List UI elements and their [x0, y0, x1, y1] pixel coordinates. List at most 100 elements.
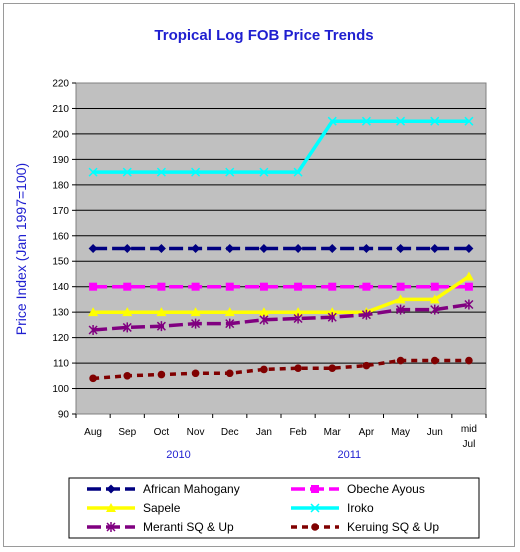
series-meranti-sq-up	[88, 299, 474, 335]
chart-frame: Tropical Log FOB Price Trends Price Inde…	[3, 3, 515, 547]
series-line-keruing-sq-up	[92, 358, 469, 381]
data-point-african-mahogany-dec	[225, 244, 235, 253]
legend-item-obeche-ayous: Obeche Ayous	[291, 482, 425, 496]
year-label-2011: 2011	[338, 449, 362, 461]
legend-marker	[106, 503, 116, 512]
data-point-keruing-sq-up-oct	[157, 370, 166, 379]
legend-item-african-mahogany: African Mahogany	[87, 482, 240, 496]
y-tick-label-210: 210	[52, 104, 69, 115]
data-point-iroko-mar	[327, 116, 337, 126]
data-point-keruing-sq-up-dec	[225, 369, 234, 378]
x-tick-label-may: May	[391, 427, 410, 438]
y-axis-label: Price Index (Jan 1997=100)	[13, 163, 29, 335]
legend-marker	[311, 485, 319, 493]
x-tick-label-aug: Aug	[84, 427, 102, 438]
series-line-meranti-sq-up	[92, 302, 470, 332]
data-point-sapele-aug	[88, 307, 99, 317]
data-point-obeche-ayous-dec	[225, 282, 234, 291]
data-point-sapele-feb	[293, 307, 304, 317]
data-point-meranti-sq-up-nov	[191, 318, 201, 329]
chart-title: Tropical Log FOB Price Trends	[154, 27, 373, 44]
data-point-iroko-mid-jul	[464, 116, 474, 126]
x-axis-ticks: Aug Sep Oct Nov Dec Jan Feb Mar Apr May Jun mid Jul	[75, 414, 487, 450]
data-point-iroko-nov	[191, 167, 201, 177]
data-point-iroko-oct	[156, 167, 166, 177]
data-point-keruing-sq-up-mar	[328, 364, 337, 372]
gridlines	[76, 107, 486, 390]
series-obeche-ayous	[89, 282, 473, 291]
data-point-sapele-jun	[429, 294, 440, 304]
legend-entries: African Mahogany Obeche Ayous Sapele Iroko M…	[87, 482, 439, 534]
data-point-african-mahogany-feb	[293, 244, 303, 253]
data-point-obeche-ayous-may	[396, 282, 405, 291]
data-point-sapele-jan	[258, 307, 269, 317]
data-point-iroko-sep	[122, 167, 132, 177]
y-axis-ticks: 90 100 110 120 130 140 150 160 170 180 190 200 210 22…	[52, 79, 76, 421]
data-point-iroko-aug	[88, 167, 98, 177]
legend-marker	[106, 484, 116, 494]
series-iroko	[88, 116, 474, 177]
y-tick-label-170: 170	[52, 206, 69, 217]
data-point-sapele-nov	[190, 307, 201, 317]
year-label-2010: 2010	[166, 449, 190, 461]
legend-label: Keruing SQ & Up	[347, 520, 439, 534]
data-point-obeche-ayous-mid-jul	[464, 282, 473, 291]
data-point-iroko-feb	[293, 167, 303, 177]
x-tick-label-sep: Sep	[118, 427, 136, 438]
y-tick-label-150: 150	[52, 257, 69, 268]
series-line-sapele	[93, 275, 470, 314]
y-tick-label-100: 100	[52, 384, 69, 395]
data-point-african-mahogany-apr	[361, 244, 371, 253]
data-point-obeche-ayous-sep	[123, 282, 132, 291]
data-point-iroko-jun	[430, 116, 440, 126]
legend-label: Meranti SQ & Up	[143, 520, 234, 534]
legend-item-keruing-sq-up: Keruing SQ & Up	[291, 520, 439, 534]
y-tick-label-90: 90	[58, 410, 70, 421]
data-point-iroko-apr	[361, 116, 371, 126]
y-tick-label-200: 200	[52, 129, 69, 140]
legend-marker	[310, 503, 320, 513]
y-tick-label-190: 190	[52, 155, 69, 166]
x-tick-label-feb: Feb	[289, 427, 307, 438]
legend-label: Sapele	[143, 501, 181, 515]
series-line-iroko	[93, 119, 469, 174]
data-point-obeche-ayous-jan	[259, 282, 268, 291]
data-point-keruing-sq-up-aug	[89, 374, 97, 383]
x-tick-label-oct: Oct	[154, 427, 170, 438]
data-point-keruing-sq-up-jun	[430, 356, 439, 365]
y-tick-label-130: 130	[52, 308, 69, 319]
data-point-obeche-ayous-feb	[294, 282, 303, 291]
x-tick-label-mar: Mar	[324, 427, 342, 438]
y-tick-label-180: 180	[52, 180, 69, 191]
x-tick-label-jan: Jan	[256, 427, 272, 438]
x-tick-label-mid-jul: mid Jul	[461, 424, 477, 450]
data-point-meranti-sq-up-feb	[293, 313, 303, 324]
data-point-meranti-sq-up-oct	[156, 321, 166, 332]
data-point-keruing-sq-up-sep	[123, 372, 132, 380]
legend-item-sapele: Sapele	[87, 501, 181, 515]
legend-label: Obeche Ayous	[347, 482, 425, 496]
series-keruing-sq-up	[89, 356, 473, 383]
data-point-meranti-sq-up-jan	[259, 314, 269, 325]
data-point-obeche-ayous-mar	[328, 282, 337, 291]
legend-item-iroko: Iroko	[291, 501, 374, 515]
data-point-obeche-ayous-nov	[191, 282, 200, 291]
data-point-meranti-sq-up-jun	[430, 304, 440, 315]
data-point-meranti-sq-up-dec	[225, 318, 235, 329]
data-point-obeche-ayous-aug	[89, 282, 98, 291]
data-point-iroko-may	[396, 116, 406, 126]
data-point-sapele-oct	[156, 307, 167, 317]
series-african-mahogany	[88, 244, 474, 253]
legend-marker	[311, 523, 319, 531]
legend-marker	[106, 522, 116, 532]
data-point-iroko-dec	[225, 167, 235, 177]
y-tick-label-220: 220	[52, 79, 69, 90]
legend-item-meranti-sq-up: Meranti SQ & Up	[87, 520, 234, 534]
data-point-keruing-sq-up-may	[396, 356, 405, 365]
legend-label: Iroko	[347, 501, 374, 515]
legend-label: African Mahogany	[143, 482, 240, 496]
data-point-keruing-sq-up-apr	[362, 361, 371, 370]
y-tick-label-110: 110	[53, 359, 69, 370]
x-tick-label-nov: Nov	[187, 427, 205, 438]
data-point-obeche-ayous-jun	[430, 282, 439, 291]
